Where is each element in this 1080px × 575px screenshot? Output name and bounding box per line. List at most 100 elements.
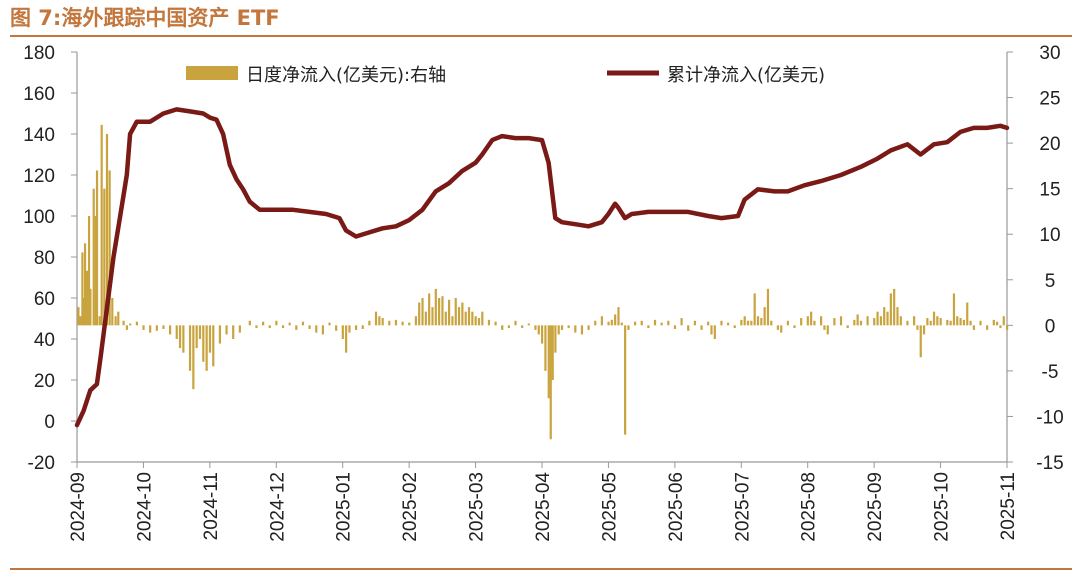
- daily-inflow-bar: [560, 325, 564, 330]
- daily-inflow-bar: [202, 325, 205, 362]
- daily-inflow-bar: [899, 316, 902, 326]
- daily-inflow-bar: [893, 288, 896, 326]
- daily-inflow-bar: [780, 325, 783, 333]
- daily-inflow-bar: [614, 314, 617, 326]
- axes-group: 180 160 140 120 100 80 60 40 20 0 -20 30 25 20 15 10 5 0 -…: [23, 43, 1063, 542]
- daily-inflow-bar: [587, 325, 590, 330]
- daily-inflow-bar: [753, 293, 756, 326]
- daily-inflow-bar: [962, 319, 966, 326]
- daily-inflow-bar: [879, 316, 882, 326]
- daily-inflow-bar: [750, 320, 753, 326]
- daily-inflow-bar: [786, 320, 789, 326]
- daily-inflow-bar: [763, 307, 766, 326]
- daily-inflow-bar: [335, 325, 338, 331]
- daily-inflow-bar: [388, 320, 391, 326]
- daily-inflow-bar: [859, 320, 863, 326]
- daily-inflow-bar: [554, 325, 557, 353]
- daily-inflow-bar: [355, 325, 358, 330]
- daily-inflow-bar: [720, 320, 723, 326]
- daily-inflow-bar: [839, 316, 843, 326]
- daily-inflow-bar: [175, 325, 178, 339]
- daily-inflow-bar: [361, 325, 364, 329]
- left-tick-label: 60: [34, 289, 55, 310]
- daily-inflow-bar: [846, 325, 849, 329]
- daily-inflow-bar: [477, 318, 481, 326]
- daily-inflow-bar: [853, 319, 856, 326]
- daily-inflow-bar: [634, 321, 637, 326]
- daily-inflow-bar: [117, 311, 120, 326]
- daily-inflow-bar: [687, 325, 690, 331]
- daily-inflow-bar: [169, 325, 172, 335]
- daily-inflow-bar: [328, 322, 331, 326]
- daily-inflow-bar: [673, 325, 677, 329]
- daily-inflow-bar: [873, 318, 876, 326]
- daily-inflow-bar: [95, 170, 99, 326]
- daily-inflow-bar: [248, 320, 251, 326]
- daily-inflow-bar: [474, 316, 477, 326]
- daily-inflow-bar: [936, 316, 939, 326]
- daily-inflow-bar: [225, 325, 228, 335]
- daily-inflow-bar: [487, 319, 491, 326]
- daily-inflow-bar: [966, 302, 969, 326]
- daily-inflow-bar: [549, 325, 552, 440]
- daily-inflow-bar: [760, 318, 763, 326]
- left-tick-label: 100: [23, 207, 55, 228]
- daily-inflow-bar: [467, 307, 471, 326]
- daily-inflow-bar: [527, 323, 530, 326]
- right-tick-label: 10: [1039, 225, 1060, 246]
- legend-bar-label: 日度净流入(亿美元):右轴: [246, 65, 446, 86]
- bar-series-daily-inflow: [77, 124, 1009, 440]
- daily-inflow-bar: [288, 322, 291, 326]
- daily-inflow-bar: [653, 319, 657, 326]
- daily-inflow-bar: [83, 243, 87, 326]
- daily-inflow-bar: [494, 321, 497, 326]
- daily-inflow-bar: [188, 325, 192, 371]
- daily-inflow-bar: [916, 325, 919, 330]
- daily-inflow-bar: [238, 325, 241, 333]
- daily-inflow-bar: [341, 325, 344, 339]
- daily-inflow-bar: [713, 325, 716, 339]
- daily-inflow-bar: [949, 320, 952, 326]
- daily-inflow-bar: [431, 307, 434, 326]
- daily-inflow-bar: [580, 325, 584, 335]
- daily-inflow-bar: [481, 311, 484, 326]
- left-tick-label: -20: [28, 453, 55, 474]
- daily-inflow-bar: [939, 318, 942, 326]
- daily-inflow-bar: [434, 288, 437, 326]
- daily-inflow-bar: [195, 325, 198, 349]
- daily-inflow-bar: [733, 325, 736, 329]
- daily-inflow-bar: [122, 320, 125, 326]
- top-rule: [10, 35, 1072, 37]
- daily-inflow-bar: [81, 252, 84, 326]
- daily-inflow-bar: [438, 298, 441, 326]
- x-tick-label: 2025-02: [400, 472, 421, 542]
- daily-inflow-bar: [617, 307, 620, 326]
- left-tick-label: 40: [34, 330, 55, 351]
- left-tick-label: 80: [34, 248, 55, 269]
- left-tick-label: 160: [23, 84, 55, 105]
- daily-inflow-bar: [281, 325, 285, 329]
- x-tick-label: 2024-11: [201, 472, 222, 540]
- left-tick-label: 20: [34, 371, 55, 392]
- daily-inflow-bar: [667, 320, 670, 326]
- daily-inflow-bar: [89, 288, 92, 326]
- daily-inflow-bar: [461, 302, 464, 326]
- daily-inflow-bar: [401, 321, 404, 326]
- daily-inflow-bar: [208, 325, 212, 353]
- daily-inflow-bar: [268, 325, 271, 329]
- x-tick-label: 2025-07: [732, 472, 753, 542]
- daily-inflow-bar: [607, 321, 610, 326]
- daily-inflow-bar: [212, 325, 215, 367]
- daily-inflow-bar: [149, 325, 152, 333]
- line-series-cumulative-inflow: [74, 107, 1010, 428]
- daily-inflow-bar: [594, 320, 597, 326]
- daily-inflow-bar: [992, 319, 995, 326]
- left-tick-label: 180: [23, 43, 55, 64]
- x-tick-label: 2025-06: [666, 472, 687, 542]
- x-tick-label: 2024-10: [134, 472, 155, 542]
- daily-inflow-bar: [94, 216, 97, 326]
- daily-inflow-bar: [448, 299, 451, 326]
- daily-inflow-bar: [707, 321, 710, 326]
- daily-inflow-bar: [793, 325, 796, 329]
- daily-inflow-bar: [929, 320, 932, 326]
